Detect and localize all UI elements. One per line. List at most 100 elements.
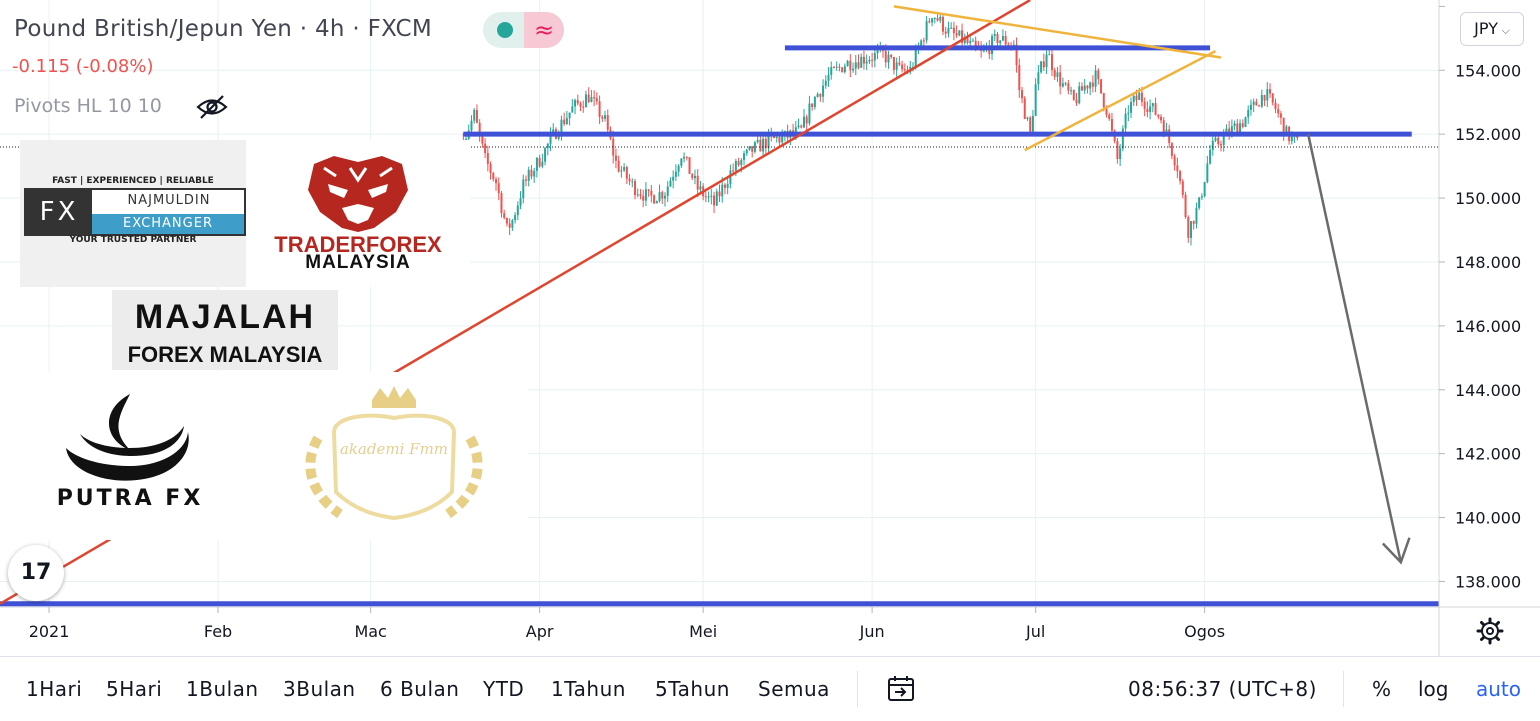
candle-body xyxy=(1089,82,1092,89)
candle-body xyxy=(852,68,855,71)
candle-body xyxy=(1263,95,1266,101)
candle-body xyxy=(1217,137,1220,144)
candle-body xyxy=(729,170,732,185)
market-status-pill[interactable]: ≈ xyxy=(483,12,564,48)
candle-body xyxy=(1198,197,1201,208)
candle-body xyxy=(1230,126,1233,135)
candle-body xyxy=(958,30,961,36)
candle-body xyxy=(672,176,675,181)
candle-body xyxy=(478,122,481,135)
settings-gear-icon[interactable] xyxy=(1476,617,1504,645)
percent-scale-toggle[interactable]: % xyxy=(1372,677,1392,701)
candle-body xyxy=(1078,86,1081,104)
candle-body xyxy=(993,33,996,37)
candle-body xyxy=(762,138,765,152)
candle-body xyxy=(571,106,574,113)
candle-body xyxy=(843,66,846,73)
x-tick-label: Apr xyxy=(526,622,554,641)
candle-body xyxy=(606,115,609,130)
currency-button[interactable]: JPY ⌵ xyxy=(1460,12,1524,46)
candle-body xyxy=(1072,90,1075,100)
clock-timezone[interactable]: 08:56:37 (UTC+8) xyxy=(1128,677,1317,701)
candle-body xyxy=(470,120,473,131)
candle-body xyxy=(865,61,868,64)
candle-body xyxy=(914,48,917,68)
candle-body xyxy=(925,21,928,41)
range-6bulan-button[interactable]: 6 Bulan xyxy=(380,677,460,701)
candle-body xyxy=(1269,89,1272,94)
candle-body xyxy=(963,37,966,44)
candle-body xyxy=(1121,128,1124,149)
candle-body xyxy=(1209,149,1212,164)
akademi-fmm-logo: akademi Fmm xyxy=(260,372,528,540)
najmuldin-exchanger-logo: FAST | EXPERIENCED | RELIABLE FX NAJMULD… xyxy=(20,140,246,287)
candle-body xyxy=(1222,134,1225,146)
candle-body xyxy=(898,62,901,65)
candle-body xyxy=(582,106,585,108)
candle-body xyxy=(1160,116,1163,121)
candle-body xyxy=(683,156,686,159)
candle-body xyxy=(1173,155,1176,166)
candle-body xyxy=(781,135,784,143)
candle-body xyxy=(1260,95,1263,107)
candle-body xyxy=(1053,70,1056,77)
symbol-title[interactable]: Pound British/Jepun Yen · 4h · FXCM xyxy=(14,16,433,42)
candle-body xyxy=(631,181,634,183)
range-ytd-button[interactable]: YTD xyxy=(483,677,525,701)
candle-body xyxy=(590,97,593,103)
candle-body xyxy=(655,201,658,204)
candle-body xyxy=(778,137,781,143)
candle-body xyxy=(939,16,942,21)
candle-body xyxy=(1061,83,1064,87)
price-axis[interactable]: 154.000 152.000 150.000 148.000 146.000 144.0… xyxy=(1439,5,1521,591)
candle-body xyxy=(824,80,827,86)
auto-scale-toggle[interactable]: auto xyxy=(1476,677,1522,701)
eye-hidden-icon[interactable] xyxy=(196,94,228,120)
x-tick-label: Jul xyxy=(1025,622,1045,641)
candle-body xyxy=(1266,89,1269,101)
candle-body xyxy=(974,40,977,47)
candle-body xyxy=(563,119,566,124)
range-3bulan-button[interactable]: 3Bulan xyxy=(283,677,356,701)
indicator-label[interactable]: Pivots HL 10 10 xyxy=(14,95,162,117)
candle-body xyxy=(1236,123,1239,134)
candle-body xyxy=(663,195,666,199)
candle-body xyxy=(1274,102,1277,110)
calendar-goto-icon[interactable] xyxy=(886,675,918,703)
candle-body xyxy=(1048,54,1051,56)
candle-body xyxy=(636,194,639,196)
y-tick-label: 140.000 xyxy=(1455,509,1521,528)
candle-body xyxy=(1124,113,1127,129)
candle-body xyxy=(1247,109,1250,118)
time-axis[interactable]: 2021 Feb Mac Apr Mei Jun Jul Ogos xyxy=(29,607,1225,641)
tradingview-logo[interactable]: 17 xyxy=(8,545,64,601)
candle-body xyxy=(568,112,571,119)
candle-body xyxy=(969,40,972,44)
candle-body xyxy=(1083,85,1086,91)
candle-body xyxy=(1290,136,1293,142)
candle-body xyxy=(1146,108,1149,113)
range-1tahun-button[interactable]: 1Tahun xyxy=(551,677,626,701)
range-1hari-button[interactable]: 1Hari xyxy=(26,677,83,701)
range-semua-button[interactable]: Semua xyxy=(758,677,830,701)
candle-body xyxy=(1249,104,1252,110)
candle-body xyxy=(1282,117,1285,136)
range-5tahun-button[interactable]: 5Tahun xyxy=(655,677,730,701)
range-1bulan-button[interactable]: 1Bulan xyxy=(186,677,259,701)
candle-body xyxy=(857,62,860,68)
candle-body xyxy=(849,60,852,71)
candle-body xyxy=(1179,171,1182,182)
candle-body xyxy=(1056,72,1059,77)
range-5hari-button[interactable]: 5Hari xyxy=(106,677,163,701)
candle-body xyxy=(832,67,835,69)
candle-body xyxy=(873,53,876,61)
candle-body xyxy=(1149,106,1152,113)
candle-body xyxy=(475,109,478,123)
log-scale-toggle[interactable]: log xyxy=(1418,677,1449,701)
trend-line xyxy=(1024,50,1217,152)
candle-body xyxy=(887,54,890,63)
candle-body xyxy=(732,170,735,172)
candle-body xyxy=(1091,82,1094,87)
candle-body xyxy=(1110,118,1113,131)
candle-body xyxy=(557,135,560,139)
